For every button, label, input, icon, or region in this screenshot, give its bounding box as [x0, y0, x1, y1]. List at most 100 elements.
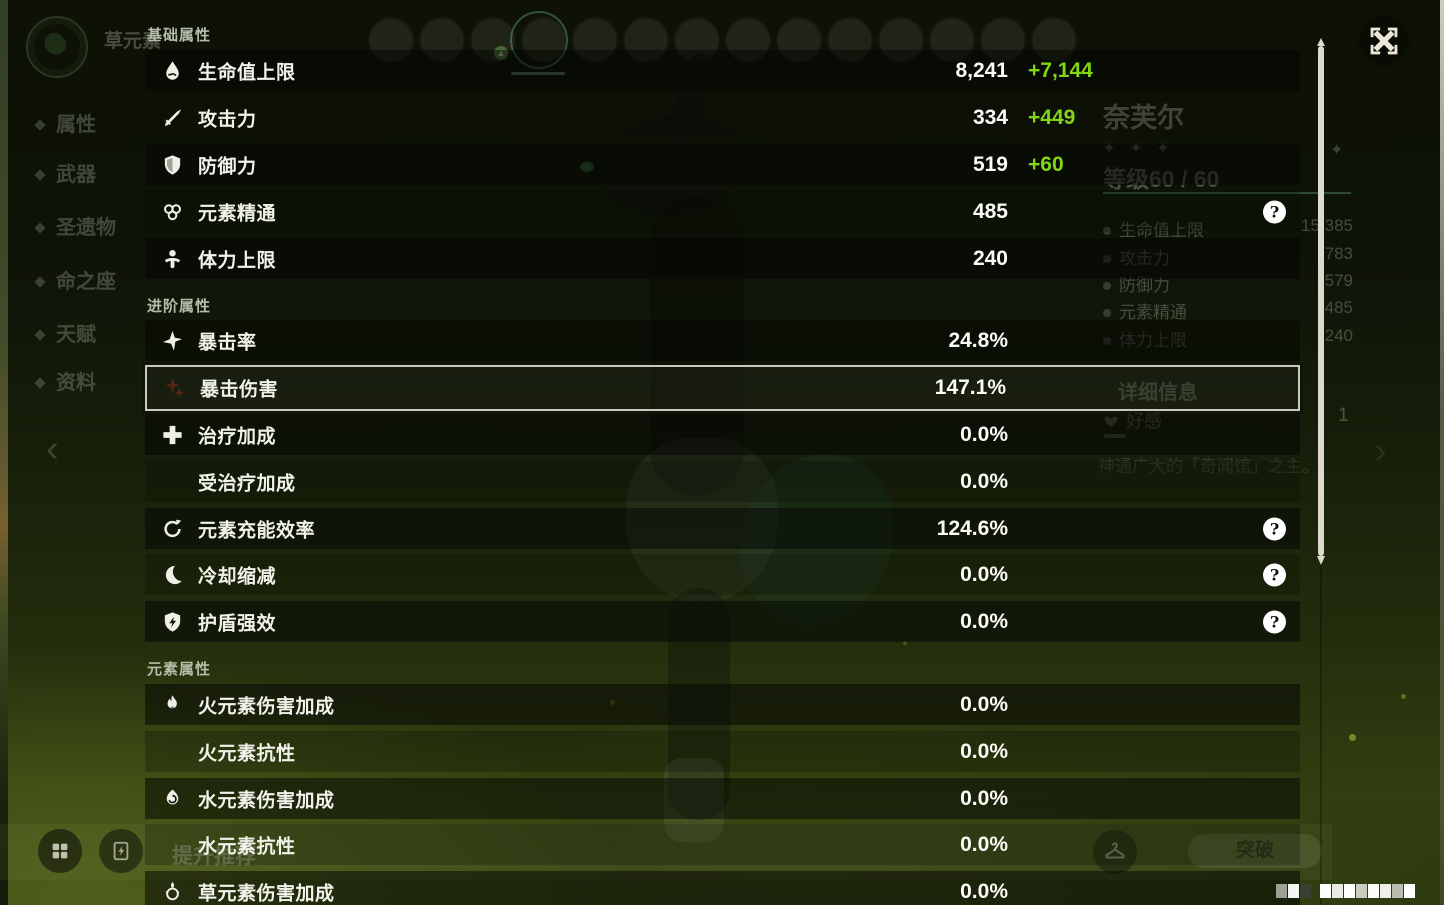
bg-stat-row: 生命值上限 15,385 — [1103, 216, 1353, 243]
close-icon — [1363, 20, 1405, 62]
stat-label: 防御力 — [198, 156, 257, 177]
elemental-mastery-icon — [161, 200, 184, 223]
tab-label: 圣遗物 — [56, 217, 116, 239]
sidebar-tab-talents: 天赋 — [34, 318, 96, 347]
stat-label: 护盾强效 — [198, 613, 277, 634]
diamond-bullet-icon — [34, 222, 46, 234]
stat-bonus: +449 — [1028, 105, 1076, 129]
stat-label: 生命值上限 — [198, 62, 296, 83]
element-label: 草元素 — [104, 31, 162, 52]
sidebar-tab-constellation: 命之座 — [34, 265, 116, 294]
diamond-bullet-icon — [34, 377, 46, 389]
tab-label: 资料 — [56, 372, 96, 394]
screen-edge-strip — [1440, 0, 1444, 905]
healing-bonus-icon — [161, 423, 184, 446]
character-title: 神通广大的「奇闻馆」之主。 — [1098, 457, 1319, 476]
stat-row-pyro-dmg[interactable]: 火元素伤害加成 0.0% — [145, 684, 1300, 725]
section-header-base: 基础属性 — [147, 27, 212, 44]
diamond-bullet-icon — [34, 276, 46, 288]
stat-value: 8,241 — [955, 58, 1008, 82]
stat-row-stamina[interactable]: 体力上限 240 — [145, 238, 1300, 279]
outfit-button — [1093, 830, 1137, 874]
hp-icon — [161, 59, 184, 82]
stat-row-atk[interactable]: 攻击力 334 +449 — [145, 97, 1300, 138]
blurred-region — [1320, 884, 1415, 898]
stat-value: 0.0% — [960, 786, 1008, 810]
stat-value: 124.6% — [936, 516, 1008, 540]
stat-row-healing-bonus[interactable]: 治疗加成 0.0% — [145, 414, 1300, 455]
stat-label: 水元素伤害加成 — [198, 790, 335, 811]
stat-row-crit-dmg[interactable]: 暴击伤害 147.1% — [145, 365, 1300, 411]
stat-row-hydro-dmg[interactable]: 水元素伤害加成 0.0% — [145, 778, 1300, 819]
stat-label: 水元素抗性 — [198, 836, 296, 857]
stat-label: 冷却缩减 — [198, 566, 277, 587]
firefly — [1401, 694, 1406, 699]
stat-label: 火元素抗性 — [198, 743, 296, 764]
stat-row-hp[interactable]: 生命值上限 8,241 +7,144 — [145, 50, 1300, 91]
stat-label: 治疗加成 — [198, 426, 277, 447]
stat-label: 火元素伤害加成 — [198, 696, 335, 717]
help-icon[interactable]: ? — [1263, 610, 1286, 633]
diamond-bullet-icon — [34, 329, 46, 341]
diamond-bullet-icon — [34, 169, 46, 181]
grid-icon — [49, 840, 71, 862]
stat-row-energy-recharge[interactable]: 元素充能效率 124.6% ? — [145, 508, 1300, 549]
stat-value: 0.0% — [960, 739, 1008, 763]
stat-row-def[interactable]: 防御力 519 +60 — [145, 144, 1300, 185]
sidebar-tab-profile: 资料 — [34, 366, 96, 395]
stat-value: 334 — [972, 105, 1008, 129]
character-name: 奈芙尔 — [1103, 103, 1184, 133]
sidebar-tab-weapon: 武器 — [34, 158, 96, 187]
atk-icon — [161, 106, 184, 129]
ascend-button: 突破 — [1188, 834, 1322, 868]
shield-strength-icon — [161, 610, 184, 633]
firefly — [903, 641, 907, 645]
stat-row-incoming-healing[interactable]: 受治疗加成 0.0% — [145, 461, 1300, 502]
stat-value: 0.0% — [960, 422, 1008, 446]
stat-row-elemental-mastery[interactable]: 元素精通 485 ? — [145, 191, 1300, 232]
stat-row-dendro-dmg[interactable]: 草元素伤害加成 0.0% — [145, 871, 1300, 905]
level-divider — [1103, 192, 1351, 194]
stat-label: 攻击力 — [198, 109, 257, 130]
sparkle-icon: ✦ — [1330, 142, 1344, 159]
def-icon — [161, 153, 184, 176]
stat-row-pyro-res[interactable]: 火元素抗性 0.0% — [145, 731, 1300, 772]
scrollbar-thumb-tip — [1317, 556, 1325, 565]
scrollbar-thumb[interactable] — [1318, 46, 1324, 556]
stat-label: 元素充能效率 — [198, 520, 316, 541]
enhance-card-icon — [110, 840, 132, 862]
stat-row-crit-rate[interactable]: 暴击率 24.8% — [145, 320, 1300, 361]
tab-label: 属性 — [56, 114, 96, 136]
stat-label: 元素精通 — [198, 203, 277, 224]
cooldown-icon — [161, 563, 184, 586]
help-icon[interactable]: ? — [1263, 200, 1286, 223]
help-icon[interactable]: ? — [1263, 563, 1286, 586]
stat-row-hydro-res[interactable]: 水元素抗性 0.0% — [145, 824, 1300, 865]
sidebar-tab-artifacts: 圣遗物 — [34, 211, 116, 240]
mini-stat-icon — [1103, 227, 1111, 235]
close-button[interactable] — [1356, 13, 1412, 69]
bg-stat-row: 元素精通 485 — [1103, 298, 1353, 325]
crit-dmg-icon — [163, 377, 186, 400]
stat-label: 草元素伤害加成 — [198, 883, 335, 904]
section-header-elemental: 元素属性 — [147, 661, 212, 678]
stat-value: 485 — [972, 199, 1008, 223]
stamina-icon — [161, 247, 184, 270]
friendship-level: 1 — [1338, 405, 1349, 426]
hydro-icon — [161, 787, 184, 810]
detail-info-button: 详细信息 — [1118, 382, 1198, 404]
element-emblem-icon — [26, 16, 88, 78]
stat-row-shield-strength[interactable]: 护盾强效 0.0% ? — [145, 601, 1300, 642]
bg-stat-row: 防御力 579 — [1103, 271, 1353, 298]
ascend-button-label: 突破 — [1235, 840, 1274, 861]
stat-row-cooldown-reduction[interactable]: 冷却缩减 0.0% ? — [145, 554, 1300, 595]
firefly — [1349, 734, 1356, 741]
help-icon[interactable]: ? — [1263, 517, 1286, 540]
prev-character-arrow: ‹ — [46, 428, 59, 470]
section-header-advanced: 进阶属性 — [147, 298, 212, 315]
stat-bonus: +60 — [1028, 152, 1064, 176]
stat-bonus: +7,144 — [1028, 58, 1093, 82]
tab-label: 天赋 — [56, 324, 96, 346]
stat-label: 暴击伤害 — [200, 379, 279, 401]
